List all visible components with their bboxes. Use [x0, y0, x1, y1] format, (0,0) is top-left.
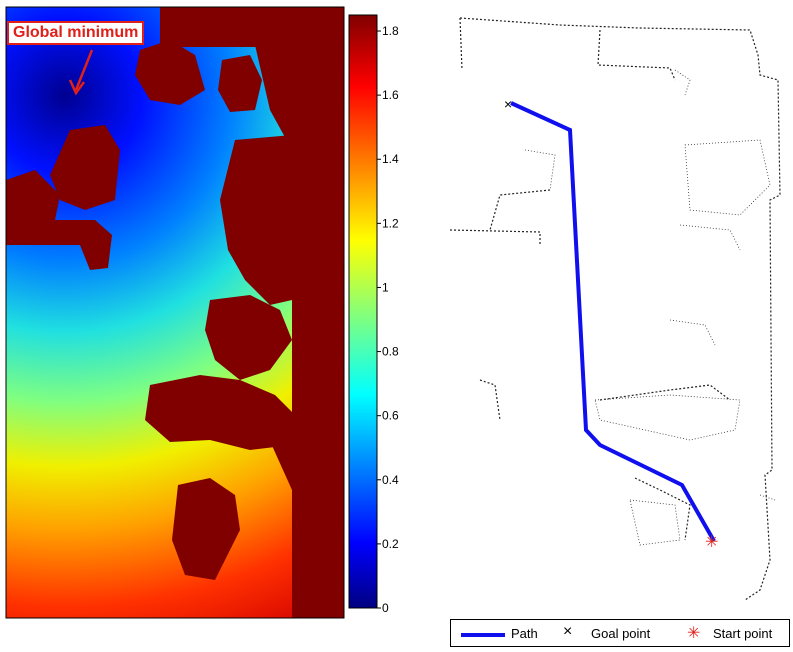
- colorbar-tick-label: 0.4: [382, 473, 399, 487]
- planned-path: [510, 101, 716, 542]
- legend-goal-icon: ×: [563, 623, 573, 640]
- legend-goal-label: Goal point: [591, 626, 651, 641]
- colorbar-ticks: 0 0.2 0.4 0.6 0.8 1 1.2 1.4 1.6 1.8: [377, 24, 399, 615]
- colorbar-gradient: [348, 14, 378, 609]
- obstacles: [6, 7, 344, 618]
- start-marker: ✳: [705, 534, 718, 551]
- colorbar-tick-label: 0: [382, 601, 389, 615]
- colorbar-tick-label: 1.4: [382, 152, 399, 166]
- annotation-arrow: [68, 49, 94, 96]
- global-minimum-label: Global minimum: [7, 21, 145, 45]
- goal-marker: ×: [504, 96, 512, 112]
- colorbar-tick-label: 0.6: [382, 409, 399, 423]
- legend-path-label: Path: [511, 626, 538, 641]
- legend-path-swatch: [461, 633, 505, 637]
- legend-start-label: Start point: [713, 626, 773, 641]
- map-walls: [449, 17, 781, 601]
- colorbar-tick-label: 1.8: [382, 24, 399, 38]
- distance-heatmap: [5, 6, 345, 619]
- colorbar-tick-label: 1.2: [382, 216, 399, 230]
- colorbar-tick-label: 1: [382, 280, 389, 294]
- colorbar-tick-label: 1.6: [382, 88, 399, 102]
- colorbar-tick-label: 0.8: [382, 345, 399, 359]
- occupancy-map: × ✳: [449, 17, 781, 601]
- legend: Path × Goal point ✳ Start point: [450, 619, 790, 647]
- colorbar-tick-label: 0.2: [382, 537, 399, 551]
- map-clutter: [524, 69, 776, 546]
- colorbar: 0 0.2 0.4 0.6 0.8 1 1.2 1.4 1.6 1.8: [348, 14, 399, 615]
- legend-start-icon: ✳: [687, 625, 701, 642]
- heatmap-border: [5, 6, 345, 619]
